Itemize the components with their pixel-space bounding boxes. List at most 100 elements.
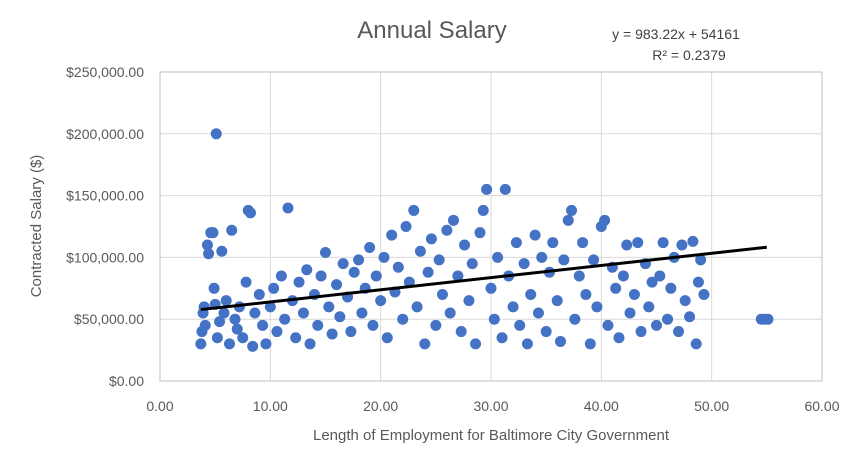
plot-area-border — [159, 71, 823, 382]
data-point — [195, 338, 207, 350]
trendline-equation: y = 983.22x + 54161 — [612, 26, 740, 42]
data-point — [762, 313, 774, 325]
data-point — [275, 270, 287, 282]
data-point — [679, 295, 691, 307]
trendline-r-squared: R² = 0.2379 — [652, 47, 726, 63]
data-point — [356, 307, 368, 319]
data-point — [264, 301, 276, 313]
x-tick-label: 0.00 — [146, 398, 173, 414]
data-point — [216, 245, 228, 257]
data-point — [282, 202, 294, 214]
data-point — [687, 235, 699, 247]
trendline — [200, 245, 767, 312]
data-point — [320, 246, 331, 258]
data-point — [692, 276, 704, 288]
data-point — [566, 204, 578, 216]
data-point — [210, 128, 222, 140]
x-axis-ticks: 0.00 10.00 20.00 30.00 40.00 50.00 60.00 — [146, 398, 839, 414]
data-point — [271, 326, 283, 338]
data-point — [253, 288, 265, 300]
data-point — [297, 307, 309, 319]
data-point — [654, 270, 666, 282]
data-point — [208, 282, 220, 294]
data-point — [558, 254, 570, 266]
data-point — [323, 301, 335, 313]
data-point — [353, 254, 365, 266]
data-point — [573, 270, 585, 282]
data-point — [433, 254, 445, 266]
data-point — [244, 207, 256, 219]
data-point — [392, 261, 404, 273]
data-point — [665, 282, 677, 294]
data-point — [628, 288, 640, 300]
data-point — [610, 282, 622, 294]
data-point — [400, 221, 412, 232]
x-tick-label: 40.00 — [584, 398, 619, 414]
data-point — [657, 237, 669, 249]
data-point — [492, 251, 504, 263]
data-point — [580, 288, 592, 300]
data-point — [326, 328, 338, 340]
data-point — [201, 239, 213, 251]
data-point — [499, 183, 511, 195]
data-point — [375, 295, 387, 307]
data-point — [470, 338, 482, 350]
data-point — [569, 313, 581, 325]
data-point — [551, 295, 563, 307]
data-point — [617, 270, 629, 282]
y-tick-label: $150,000.00 — [66, 188, 144, 204]
x-tick-label: 60.00 — [804, 398, 839, 414]
data-point — [226, 224, 238, 236]
data-point — [345, 326, 357, 338]
data-point — [496, 332, 508, 344]
y-tick-label: $100,000.00 — [66, 249, 144, 265]
data-point — [422, 266, 434, 278]
data-point — [411, 301, 423, 313]
data-point — [455, 326, 467, 338]
data-point — [257, 319, 269, 331]
data-point — [436, 288, 448, 300]
data-point — [621, 239, 633, 251]
x-tick-label: 10.00 — [253, 398, 288, 414]
data-point — [348, 266, 360, 278]
data-point — [408, 204, 420, 216]
data-point — [684, 311, 696, 323]
data-point — [364, 242, 376, 254]
data-point — [536, 251, 548, 263]
data-point — [562, 214, 574, 226]
data-point — [293, 276, 305, 288]
data-point — [211, 332, 223, 344]
data-point — [584, 338, 596, 350]
data-point — [414, 245, 426, 257]
data-point — [488, 313, 500, 325]
data-point — [447, 214, 459, 226]
data-point — [643, 301, 655, 313]
data-point — [599, 214, 611, 226]
data-point — [331, 279, 343, 291]
data-point — [315, 270, 327, 282]
data-point — [547, 237, 559, 249]
data-point — [555, 335, 567, 347]
data-point — [463, 295, 475, 307]
data-point — [430, 319, 442, 331]
x-tick-label: 30.00 — [473, 398, 508, 414]
data-point — [419, 338, 431, 350]
data-point — [381, 332, 393, 344]
y-tick-label: $200,000.00 — [66, 126, 144, 142]
data-point — [304, 338, 316, 350]
data-point — [378, 251, 390, 263]
data-point — [312, 319, 324, 331]
y-tick-label: $0.00 — [109, 373, 144, 389]
data-point — [529, 229, 541, 241]
x-tick-label: 50.00 — [694, 398, 729, 414]
data-point — [532, 307, 544, 319]
chart-title: Annual Salary — [357, 17, 506, 44]
data-point — [525, 288, 537, 300]
data-point — [452, 270, 464, 282]
data-point — [518, 258, 530, 270]
data-point — [231, 323, 243, 335]
data-point — [397, 313, 409, 325]
data-point — [673, 326, 685, 338]
data-point — [690, 338, 702, 350]
data-point — [290, 332, 302, 344]
